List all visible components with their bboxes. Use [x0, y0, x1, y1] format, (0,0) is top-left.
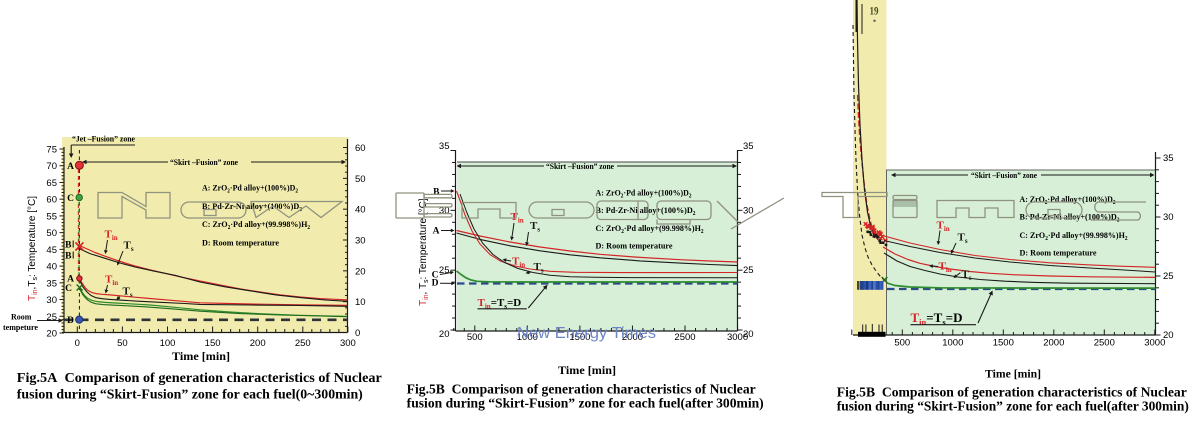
svg-text:30: 30 [46, 295, 57, 306]
svg-text:25: 25 [743, 265, 754, 276]
svg-text:20: 20 [743, 329, 754, 340]
svg-text:Ts: Ts [958, 232, 968, 246]
svg-text:20: 20 [355, 266, 366, 277]
svg-text:A: ZrO2·Pd alloy+(100%)D2: A: ZrO2·Pd alloy+(100%)D2 [596, 187, 692, 199]
svg-text:fusion during “Skirt-Fusion” z: fusion during “Skirt-Fusion” zone for ea… [17, 387, 363, 402]
svg-text:20: 20 [439, 329, 450, 340]
svg-text:30: 30 [743, 205, 754, 216]
svg-text:Tin, Ts: Temperature [°C]: Tin, Ts: Temperature [°C] [418, 198, 430, 306]
svg-text:70: 70 [46, 161, 57, 172]
svg-text:A: ZrO2·Pd alloy+(100%)D2: A: ZrO2·Pd alloy+(100%)D2 [202, 182, 298, 194]
svg-text:2000: 2000 [622, 332, 643, 343]
svg-text:0: 0 [75, 338, 80, 349]
svg-text:40: 40 [46, 262, 57, 273]
svg-text:20: 20 [46, 329, 57, 340]
svg-text:Ts: Ts [534, 261, 544, 275]
svg-text:fusion during “Skirt-Fusion” z: fusion during “Skirt-Fusion” zone for ea… [837, 399, 1189, 414]
svg-text:D: Room temperature: D: Room temperature [202, 237, 279, 247]
svg-text:Time [min]: Time [min] [558, 365, 616, 377]
svg-text:1000: 1000 [942, 338, 963, 349]
svg-text:30: 30 [439, 205, 450, 216]
svg-text:Ts: Ts [962, 269, 972, 283]
svg-text:45: 45 [46, 245, 57, 256]
svg-text:150: 150 [205, 338, 221, 349]
svg-text:2500: 2500 [1094, 338, 1115, 349]
svg-text:25: 25 [439, 265, 450, 276]
svg-text:75: 75 [46, 145, 57, 156]
svg-text:200: 200 [250, 338, 266, 349]
svg-text:Tin=Ts=D: Tin=Ts=D [478, 297, 522, 311]
svg-text:tempeture: tempeture [3, 323, 38, 332]
svg-text:Tin,Ts: Temperature [°C]: Tin,Ts: Temperature [°C] [27, 196, 39, 301]
svg-text:B: Pd-Zr-Ni alloy+(100%)D2: B: Pd-Zr-Ni alloy+(100%)D2 [596, 205, 696, 217]
svg-text:C: C [67, 194, 74, 204]
svg-text:300: 300 [340, 338, 356, 349]
svg-text:0: 0 [355, 328, 360, 339]
svg-text:25: 25 [46, 312, 57, 323]
svg-text:60: 60 [355, 143, 366, 154]
svg-text:fusion during “Skirt-Fusion” z: fusion during “Skirt-Fusion” zone for ea… [407, 396, 764, 411]
svg-text:New Energy Times: New Energy Times [517, 325, 656, 342]
svg-text:A: A [67, 162, 74, 172]
svg-text:100: 100 [160, 338, 176, 349]
svg-text:Ts: Ts [123, 286, 133, 300]
svg-text:30: 30 [1163, 212, 1174, 223]
svg-text:B: B [65, 241, 72, 251]
svg-text:35: 35 [46, 278, 57, 289]
svg-text:35: 35 [1163, 153, 1174, 164]
svg-text:Tin=Ts=D: Tin=Ts=D [911, 310, 963, 327]
svg-text:65: 65 [46, 178, 57, 189]
svg-text:19: 19 [870, 4, 879, 18]
svg-text:1500: 1500 [569, 332, 590, 343]
svg-text:D: D [67, 316, 74, 326]
svg-text:A: A [433, 227, 440, 237]
svg-text:A: ZrO2·Pd alloy+(100%)D2: A: ZrO2·Pd alloy+(100%)D2 [1020, 194, 1116, 206]
svg-text:C: C [65, 284, 72, 294]
svg-text:500: 500 [467, 332, 483, 343]
svg-text:50: 50 [355, 174, 366, 185]
svg-text:35: 35 [439, 141, 450, 152]
svg-text:40: 40 [355, 205, 366, 216]
svg-text:Fig.5A Comparison of generati: Fig.5A Comparison of generation characte… [17, 370, 382, 385]
svg-text:3000: 3000 [727, 332, 748, 343]
svg-text:Fig.5B Comparison of generati: Fig.5B Comparison of generation characte… [407, 382, 756, 397]
svg-text:250: 250 [295, 338, 311, 349]
svg-text:C: C [432, 270, 439, 280]
svg-text:2500: 2500 [674, 332, 695, 343]
svg-text:50: 50 [117, 338, 128, 349]
svg-text:30: 30 [355, 236, 366, 247]
svg-text:D: Room temperature: D: Room temperature [596, 241, 673, 251]
svg-text:Ts: Ts [530, 220, 540, 234]
svg-text:1000: 1000 [517, 332, 538, 343]
svg-text:A: A [67, 275, 74, 285]
svg-text:“Skirt –Fusion” zone: “Skirt –Fusion” zone [546, 161, 614, 171]
svg-text:“Skirt –Fusion” zone: “Skirt –Fusion” zone [170, 157, 238, 167]
svg-text:50: 50 [46, 228, 57, 239]
svg-text:Ts: Ts [124, 240, 134, 254]
svg-text:D: Room temperature: D: Room temperature [1020, 248, 1097, 258]
svg-text:Fig.5B Comparison of generati: Fig.5B Comparison of generation characte… [837, 385, 1187, 400]
svg-text:55: 55 [46, 211, 57, 222]
svg-text:500: 500 [894, 338, 910, 349]
svg-text:D: D [432, 279, 439, 289]
svg-text:B: B [65, 252, 72, 262]
svg-text:“Jet –Fusion” zone: “Jet –Fusion” zone [72, 134, 135, 144]
svg-text:10: 10 [355, 297, 366, 308]
svg-text:3000: 3000 [1144, 338, 1165, 349]
svg-text:Time [min]: Time [min] [172, 351, 230, 363]
svg-text:20: 20 [1163, 330, 1174, 341]
svg-text:25: 25 [1163, 271, 1174, 282]
svg-text:“Skirt –Fusion” zone: “Skirt –Fusion” zone [971, 170, 1037, 180]
svg-text:Time [min]: Time [min] [985, 369, 1041, 381]
svg-text:2000: 2000 [1043, 338, 1064, 349]
svg-text:35: 35 [743, 141, 754, 152]
svg-text:Room: Room [11, 313, 32, 322]
svg-text:60: 60 [46, 195, 57, 206]
svg-text:1500: 1500 [993, 338, 1014, 349]
svg-text:B: B [433, 188, 440, 198]
